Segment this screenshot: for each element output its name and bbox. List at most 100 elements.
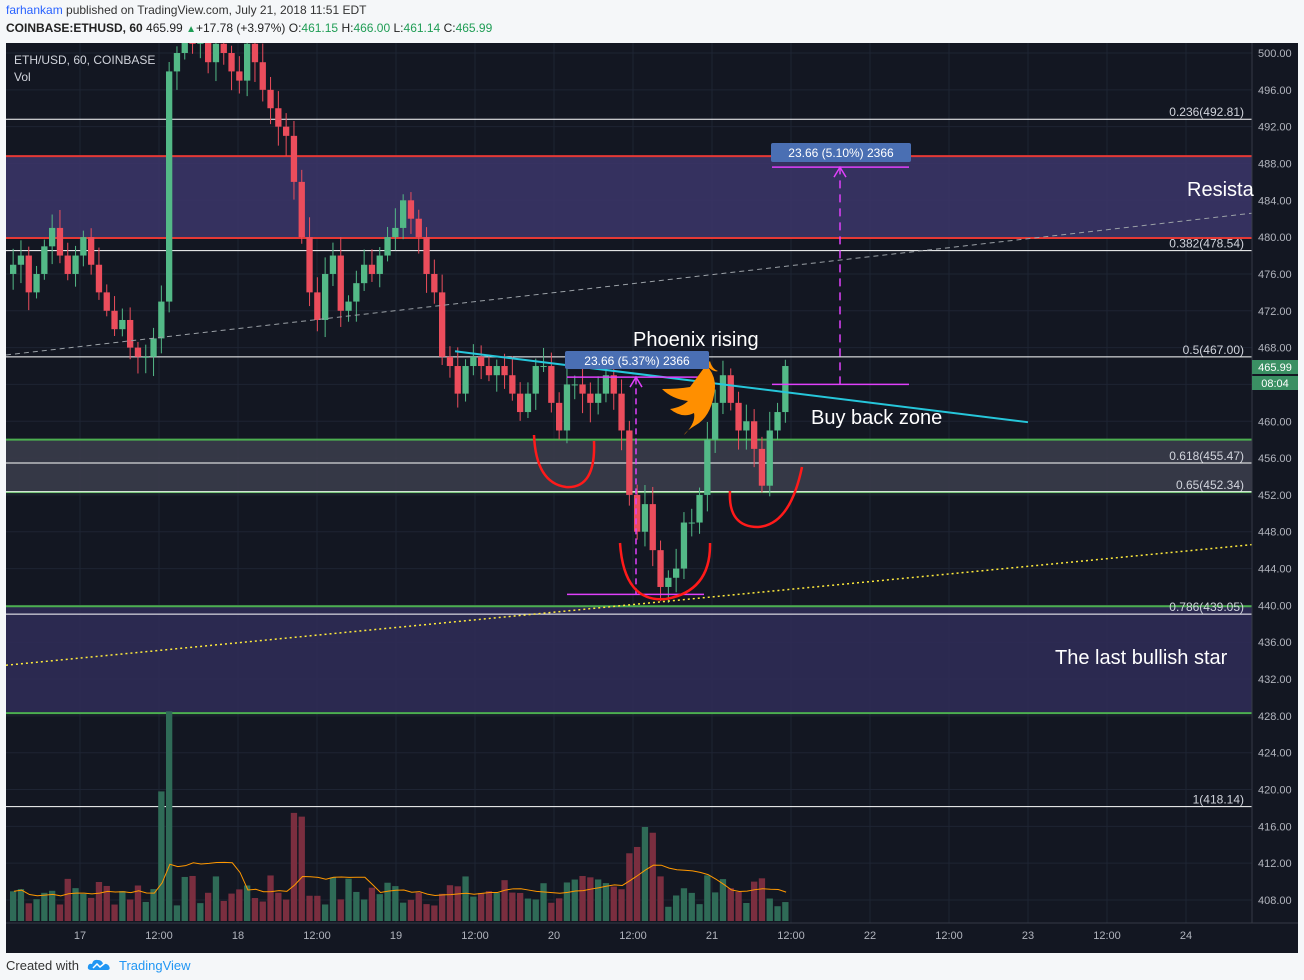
x-tick-label: 12:00 [935, 930, 963, 942]
volume-bar [56, 904, 64, 921]
candle-body [524, 393, 532, 413]
candle-body [283, 126, 290, 136]
volume-bar [782, 902, 789, 921]
volume-bar [111, 904, 118, 921]
fib-label: 0.382(478.54) [1169, 237, 1244, 251]
measure-label-2: 23.66 (5.10%) 2366 [788, 146, 894, 160]
volume-bar [548, 902, 555, 921]
candle-body [571, 384, 578, 386]
candle-body [454, 366, 461, 394]
candle-body [673, 568, 680, 578]
fib-label: 0.786(439.05) [1169, 600, 1244, 614]
y-tick-label: 492.00 [1258, 122, 1292, 134]
y-tick-label: 484.00 [1258, 195, 1292, 207]
candle-body [532, 366, 539, 394]
candle-body [485, 366, 493, 376]
last-price: 465.99 [146, 21, 183, 35]
candle-body [150, 338, 157, 357]
candle-body [166, 71, 173, 302]
candle-body [688, 522, 695, 524]
candle-body [407, 200, 415, 219]
volume-bar [181, 876, 188, 921]
candle-body [704, 439, 711, 495]
dashed-trendline [5, 212, 1253, 356]
candle-body [400, 200, 407, 228]
candle-body [88, 237, 95, 265]
measure-label-1: 23.66 (5.37%) 2366 [584, 354, 690, 368]
volume-bars [10, 711, 789, 921]
candle-body [119, 319, 126, 330]
y-tick-label: 452.00 [1258, 490, 1292, 502]
candle-body [212, 43, 220, 63]
price-chart[interactable]: 0.236(492.81) 0.382(478.54) 0.5(467.00) 0.6… [5, 17, 1298, 953]
volume-bar [298, 816, 305, 921]
volume-bar [88, 897, 95, 921]
volume-bar [719, 879, 727, 921]
x-tick-label: 17 [74, 930, 86, 942]
volume-bar [657, 876, 664, 921]
volume-bar [376, 894, 383, 921]
candle-body [517, 393, 524, 413]
x-tick-label: 12:00 [619, 930, 647, 942]
candle-body [290, 135, 298, 182]
high-label: H: [341, 21, 354, 35]
candle-body [142, 356, 149, 358]
volume-bar [680, 888, 688, 921]
candle-body [556, 402, 563, 431]
y-tick-label: 500.00 [1258, 48, 1292, 60]
volume-bar [641, 826, 649, 921]
zone-label-resistance: Resista [1187, 179, 1255, 201]
y-tick-label: 428.00 [1258, 711, 1292, 723]
volume-bar [251, 898, 259, 921]
tradingview-link[interactable]: TradingView [118, 957, 191, 973]
low-label: L: [393, 21, 404, 35]
candle-body [641, 504, 649, 532]
y-tick-label: 412.00 [1258, 858, 1292, 870]
y-tick-label: 468.00 [1258, 343, 1292, 355]
volume-bar [673, 895, 680, 921]
volume-bar [766, 898, 773, 921]
y-tick-label: 436.00 [1258, 637, 1292, 649]
candle-body [33, 273, 40, 293]
candle-body [361, 264, 368, 284]
candle-body [618, 393, 625, 431]
candle-body [111, 310, 118, 330]
volume-bar [517, 892, 524, 921]
candle-body [134, 347, 142, 357]
annotation-buy-back-zone: Buy back zone [811, 407, 942, 429]
x-tick-label: 18 [232, 930, 244, 942]
y-tick-label: 476.00 [1258, 269, 1292, 281]
volume-bar [610, 886, 617, 921]
candle-body [80, 237, 87, 256]
y-tick-label: 448.00 [1258, 527, 1292, 539]
candle-body [680, 522, 688, 569]
volume-bar [712, 892, 719, 921]
volume-bar [49, 890, 56, 921]
author-link[interactable]: farhankam [6, 3, 63, 17]
handdrawn-head [618, 542, 712, 601]
candle-body [719, 375, 727, 403]
candle-body [540, 366, 547, 368]
volume-bar [236, 889, 243, 921]
volume-bar [415, 892, 422, 921]
volume-bar [571, 879, 578, 921]
x-tick-label: 12:00 [145, 930, 173, 942]
volume-bar [735, 891, 742, 921]
volume-bar [634, 846, 641, 921]
volume-bar [556, 898, 563, 921]
volume-bar [618, 889, 625, 921]
close-value: 465.99 [455, 21, 493, 35]
zone-resistance [6, 156, 1252, 239]
chart-container[interactable]: 0.236(492.81) 0.382(478.54) 0.5(467.00) 0.6… [5, 17, 1298, 953]
zone-label-bullish-star: The last bullish star [1055, 647, 1228, 669]
volume-bar [532, 899, 539, 921]
volume-bar [314, 895, 321, 921]
handdrawn-right-shoulder [728, 466, 804, 529]
candle-body [712, 402, 719, 440]
volume-bar [197, 903, 204, 921]
price-change: +17.78 (+3.97%) [195, 21, 286, 35]
footer: Created with TradingView [6, 955, 191, 975]
candle-body [587, 393, 594, 403]
volume-bar [649, 832, 656, 921]
candle-body [158, 301, 165, 339]
